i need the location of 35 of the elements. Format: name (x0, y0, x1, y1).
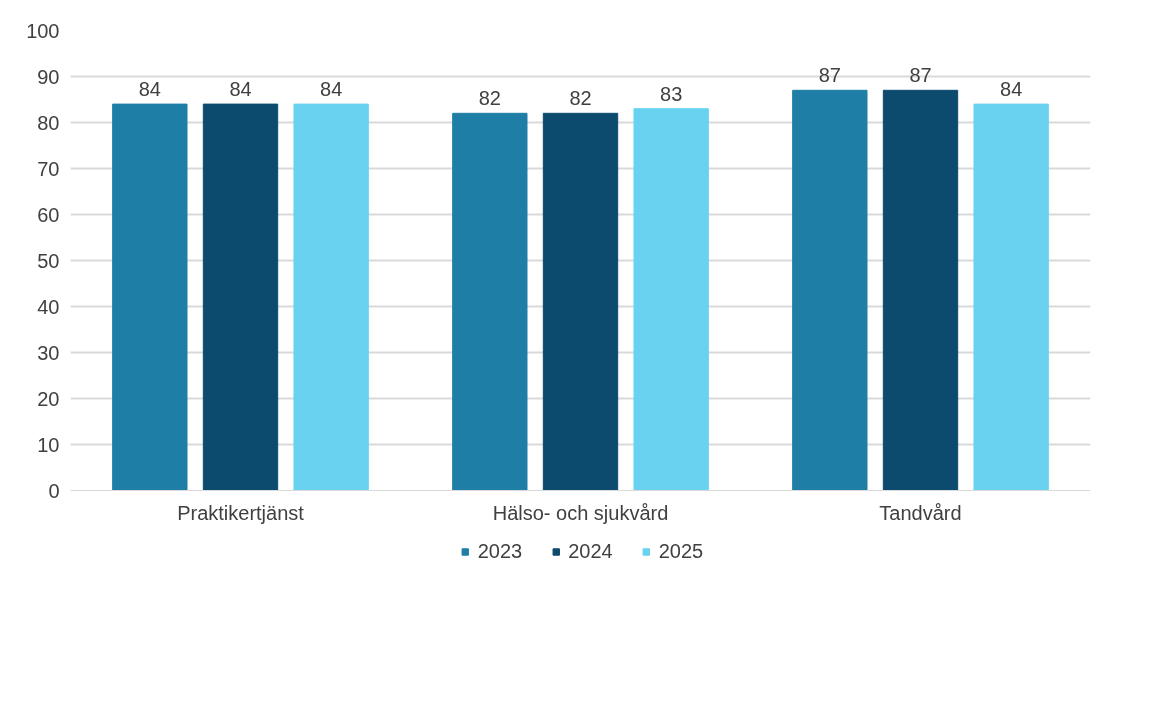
bar (542, 112, 619, 491)
data-label: 83 (660, 82, 683, 105)
y-tick-label: 30 (37, 341, 60, 364)
y-tick-label: 0 (48, 479, 60, 502)
y-tick-label: 60 (37, 203, 60, 226)
x-tick-label: Hälso- och sjukvård (492, 501, 669, 524)
data-label: 82 (478, 87, 501, 110)
data-label: 87 (818, 64, 841, 87)
bar (452, 112, 528, 491)
legend-label: 2024 (568, 539, 613, 563)
bar (973, 103, 1049, 491)
y-tick-label: 20 (37, 387, 60, 410)
y-tick-label: 50 (37, 249, 60, 272)
x-tick-label: Tandvård (879, 501, 962, 524)
data-label: 84 (229, 78, 252, 101)
bar (882, 89, 959, 491)
bar (202, 103, 279, 491)
y-tick-label: 100 (26, 19, 60, 42)
y-tick-label: 40 (37, 295, 60, 318)
legend-label: 2023 (477, 539, 523, 563)
data-label: 84 (138, 78, 161, 101)
data-label: 82 (569, 87, 592, 110)
y-tick-label: 10 (37, 433, 60, 456)
data-label: 84 (1000, 78, 1023, 101)
bar (792, 89, 868, 491)
data-label: 84 (320, 78, 343, 101)
y-tick-label: 90 (37, 65, 60, 88)
x-tick-label: Praktikertjänst (177, 501, 305, 524)
legend-label: 2025 (658, 539, 704, 563)
data-label: 87 (909, 64, 932, 87)
bar (633, 108, 709, 491)
bar (112, 103, 188, 491)
y-tick-label: 70 (37, 157, 60, 180)
bar (293, 103, 369, 491)
y-tick-label: 80 (37, 111, 60, 134)
